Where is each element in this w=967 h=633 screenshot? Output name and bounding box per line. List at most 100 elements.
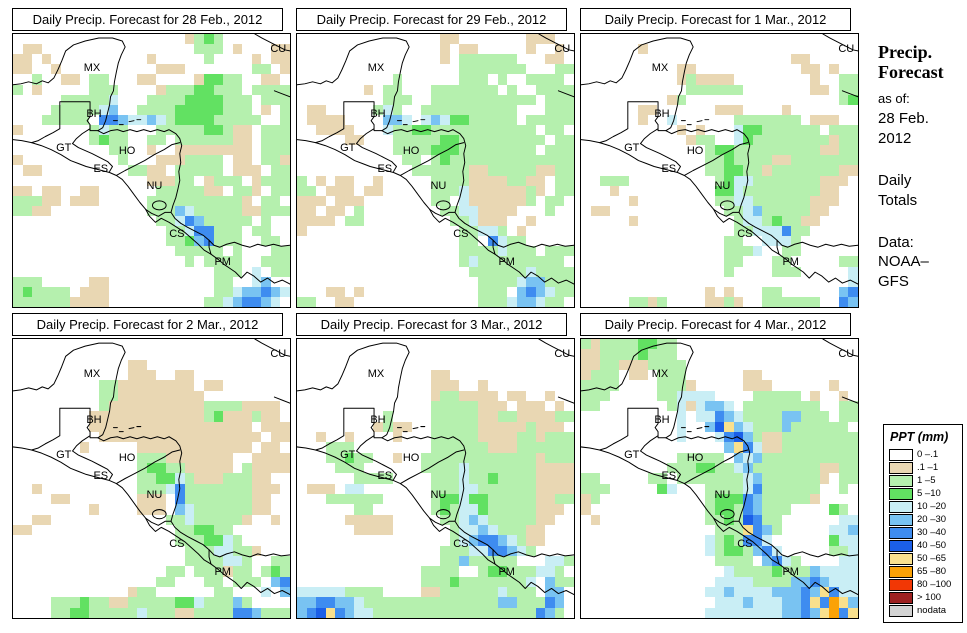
precip-cell [440, 483, 450, 494]
precip-cell [829, 94, 839, 105]
precip-cell [619, 504, 629, 515]
precip-cell [411, 483, 422, 494]
precip-cell [335, 226, 345, 237]
precip-cell [545, 155, 555, 166]
precip-cell [325, 514, 336, 525]
precip-cell [781, 236, 792, 247]
precip-cell [810, 597, 820, 608]
precip-cell [666, 74, 677, 85]
precip-cell [98, 145, 109, 156]
precip-cell [60, 124, 71, 136]
precip-cell [449, 64, 460, 75]
precip-cell [772, 483, 782, 494]
precip-cell [51, 504, 61, 515]
precip-cell [184, 555, 195, 567]
precip-cell [325, 462, 336, 474]
precip-cell [600, 64, 610, 75]
precip-cell [535, 566, 546, 577]
precip-cell [791, 586, 801, 598]
precip-cell [430, 576, 441, 587]
precip-cell [270, 400, 281, 412]
precip-cell [32, 524, 42, 536]
precip-cell [13, 165, 23, 176]
precip-cell [60, 135, 71, 146]
precip-cell [242, 135, 252, 146]
precip-cell [628, 421, 639, 432]
precip-cell [98, 493, 109, 505]
precip-cell [838, 185, 849, 196]
precip-cell [772, 566, 782, 577]
precip-cell [554, 431, 565, 443]
precip-cell [819, 276, 830, 287]
precip-cell [60, 296, 71, 307]
precip-cell [497, 64, 508, 75]
precip-cell [127, 175, 138, 186]
precip-cell [819, 431, 830, 443]
precip-cell [516, 44, 527, 55]
precip-cell [79, 597, 90, 608]
precip-cell [781, 442, 792, 453]
precip-cell [421, 165, 431, 176]
precip-cell [449, 135, 460, 146]
precip-cell [402, 104, 412, 115]
precip-cell [382, 566, 393, 577]
precip-cell [516, 54, 527, 65]
precip-cell [619, 400, 629, 412]
precip-cell [478, 44, 489, 55]
precip-cell [609, 155, 620, 166]
map-3-mar: MX CU BH GT HO ES NU CS PM [296, 338, 575, 619]
precip-cell [22, 442, 33, 453]
precip-cell [628, 145, 639, 156]
precip-cell [638, 504, 648, 515]
precip-cell [22, 452, 33, 463]
precip-cell [251, 135, 262, 146]
precip-cell [223, 165, 233, 176]
precip-cell [32, 84, 42, 95]
precip-cell [848, 286, 858, 297]
precip-cell [204, 400, 214, 412]
precip-cell [184, 349, 195, 360]
precip-cell [280, 380, 290, 391]
precip-cell [781, 411, 792, 422]
precip-cell [600, 483, 610, 494]
precip-cell [204, 535, 214, 546]
precip-cell [411, 390, 422, 401]
precip-cell [638, 226, 648, 237]
precip-cell [325, 34, 336, 45]
precip-cell [344, 349, 355, 360]
precip-cell [335, 349, 345, 360]
precip-cell [829, 380, 839, 391]
precip-cell [411, 566, 422, 577]
precip-cell [251, 586, 262, 598]
precip-cell [733, 44, 744, 55]
precip-cell [165, 195, 176, 206]
precip-cell [430, 524, 441, 536]
precip-cell [590, 165, 601, 176]
precip-cell [335, 94, 345, 105]
precip-cell [478, 339, 489, 350]
precip-cell [507, 597, 517, 608]
precip-cell [363, 493, 374, 505]
map-label-es: ES [377, 162, 393, 175]
precip-cell [743, 535, 753, 546]
precip-cell [638, 175, 648, 186]
precip-cell [516, 236, 527, 247]
precip-cell [791, 185, 801, 196]
precip-cell [762, 597, 773, 608]
precip-cell [306, 246, 317, 257]
precip-cell [251, 607, 262, 618]
precip-cell [600, 175, 610, 186]
precip-cell [829, 276, 839, 287]
precip-cell [838, 175, 849, 186]
precip-cell [772, 135, 782, 146]
precip-cell [695, 44, 706, 55]
precip-cell [810, 226, 820, 237]
precip-cell [306, 504, 317, 515]
precip-cell [118, 74, 128, 85]
precip-cell [32, 473, 42, 484]
precip-cell [468, 514, 479, 525]
precip-cell [316, 54, 326, 65]
precip-cell [13, 145, 23, 156]
precip-cell [829, 124, 839, 136]
precip-cell [564, 256, 574, 267]
